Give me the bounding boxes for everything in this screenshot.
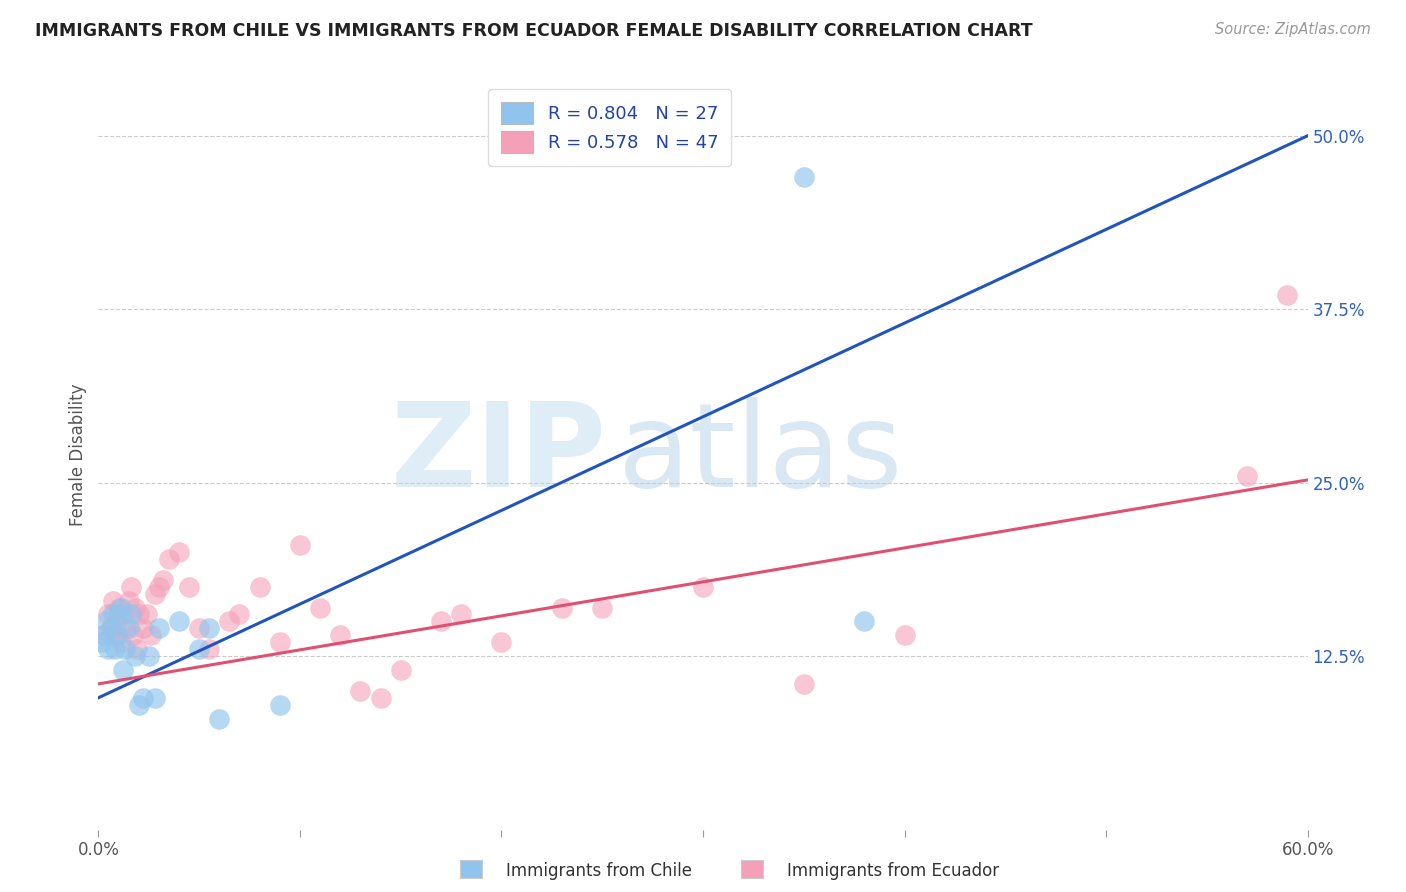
Legend: R = 0.804   N = 27, R = 0.578   N = 47: R = 0.804 N = 27, R = 0.578 N = 47 xyxy=(488,89,731,166)
Point xyxy=(143,587,166,601)
Point xyxy=(148,621,170,635)
Point xyxy=(105,628,128,642)
Point xyxy=(118,593,141,607)
Point xyxy=(309,600,332,615)
Point xyxy=(157,552,180,566)
Point xyxy=(120,607,142,622)
Point xyxy=(218,615,240,629)
Point xyxy=(107,607,129,622)
Point xyxy=(103,642,125,657)
Point xyxy=(228,607,250,622)
Point xyxy=(105,615,128,629)
Point xyxy=(793,677,815,691)
Point xyxy=(100,621,122,635)
Point xyxy=(370,690,392,705)
Point xyxy=(110,600,132,615)
Point xyxy=(249,580,271,594)
Point xyxy=(591,600,613,615)
Point xyxy=(853,615,876,629)
Point xyxy=(329,628,352,642)
Point xyxy=(152,573,174,587)
Point xyxy=(111,607,134,622)
Text: Immigrants from Ecuador: Immigrants from Ecuador xyxy=(787,862,1000,880)
Point xyxy=(103,628,125,642)
Point xyxy=(198,621,221,635)
Point xyxy=(132,621,155,635)
Point xyxy=(551,600,574,615)
Point xyxy=(118,621,141,635)
Point xyxy=(91,635,114,649)
Point xyxy=(93,628,115,642)
Point xyxy=(138,649,160,664)
Point xyxy=(148,580,170,594)
Point xyxy=(107,600,129,615)
Point xyxy=(93,628,115,642)
Point xyxy=(101,607,124,622)
Point xyxy=(96,615,118,629)
Point xyxy=(692,580,714,594)
Y-axis label: Female Disability: Female Disability xyxy=(69,384,87,526)
Text: Immigrants from Chile: Immigrants from Chile xyxy=(506,862,692,880)
Point xyxy=(167,615,190,629)
Point xyxy=(101,593,124,607)
Point xyxy=(389,663,412,677)
Point xyxy=(288,538,311,552)
Text: atlas: atlas xyxy=(619,398,904,512)
Point xyxy=(450,607,472,622)
Point xyxy=(188,642,211,657)
Point xyxy=(100,621,122,635)
Point xyxy=(111,663,134,677)
Point xyxy=(139,628,162,642)
Text: ZIP: ZIP xyxy=(391,398,606,512)
Point xyxy=(430,615,453,629)
Point xyxy=(114,621,136,635)
Point xyxy=(128,607,150,622)
Text: IMMIGRANTS FROM CHILE VS IMMIGRANTS FROM ECUADOR FEMALE DISABILITY CORRELATION C: IMMIGRANTS FROM CHILE VS IMMIGRANTS FROM… xyxy=(35,22,1033,40)
Point xyxy=(125,642,148,657)
Point xyxy=(132,690,155,705)
Point xyxy=(120,580,142,594)
Point xyxy=(110,635,132,649)
Point xyxy=(124,600,146,615)
Point xyxy=(114,642,136,657)
Point xyxy=(1236,468,1258,483)
Point xyxy=(143,690,166,705)
Point xyxy=(208,712,231,726)
Text: Source: ZipAtlas.com: Source: ZipAtlas.com xyxy=(1215,22,1371,37)
Point xyxy=(269,635,291,649)
Point xyxy=(135,607,157,622)
Point xyxy=(121,628,143,642)
Point xyxy=(269,698,291,712)
Point xyxy=(188,621,211,635)
Point xyxy=(167,545,190,559)
Point xyxy=(198,642,221,657)
Point xyxy=(491,635,513,649)
Point xyxy=(793,170,815,185)
Point xyxy=(97,607,120,622)
Point xyxy=(128,698,150,712)
Point xyxy=(124,649,146,664)
Point xyxy=(349,683,371,698)
Point xyxy=(1277,288,1299,302)
Point xyxy=(893,628,915,642)
Point xyxy=(97,642,120,657)
Point xyxy=(179,580,201,594)
